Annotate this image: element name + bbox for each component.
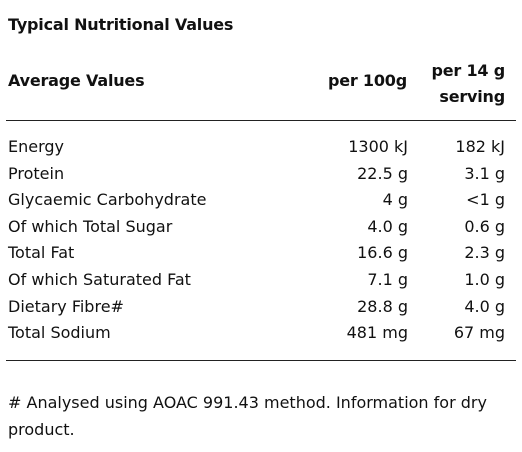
row-value-per-serving: 182 kJ [455,137,505,156]
header-per-serving: per 14 g serving [431,61,506,106]
row-label: Glycaemic Carbohydrate [8,190,207,210]
table-header: Average Values per 100g per 14 g serving [8,54,514,110]
row-value-per-100g: 4.0 g [367,216,408,236]
row-label: Energy [8,137,65,156]
row-value-per-100g: 22.5 g [357,163,408,183]
row-label: Of which Saturated Fat [8,269,191,289]
row-value-per-100g: 481 mg [346,323,408,343]
row-value-per-100g: 4 g [382,190,408,210]
table-row: Glycaemic Carbohydrate 4 g <1 g [8,187,514,214]
row-label: Total Fat [8,243,75,263]
nutrition-table: Energy 1300 kJ 182 kJ Protein 22.5 g 3.1… [8,134,514,347]
row-value-per-100g: 16.6 g [357,243,408,263]
row-value-per-serving: 0.6 g [464,216,505,236]
row-value-per-serving: 3.1 g [464,163,505,183]
row-value-per-100g: 7.1 g [367,269,408,289]
header-per-100g: per 100g [327,71,407,90]
footnote: # Analysed using AOAC 991.43 method. Inf… [8,393,487,439]
page-title: Typical Nutritional Values [8,15,234,34]
table-row: Of which Saturated Fat 7.1 g 1.0 g [8,267,514,294]
row-label: Protein [8,163,65,183]
table-row: Protein 22.5 g 3.1 g [8,161,514,188]
table-row: Of which Total Sugar 4.0 g 0.6 g [8,214,514,241]
row-value-per-100g: 1300 kJ [348,137,408,156]
table-bottom-divider [6,360,516,361]
row-label: Of which Total Sugar [8,216,173,236]
row-value-per-serving: 67 mg [453,323,505,343]
table-row: Total Fat 16.6 g 2.3 g [8,240,514,267]
row-label: Dietary Fibre# [8,296,124,316]
row-value-per-serving: 4.0 g [464,296,505,316]
row-value-per-serving: 1.0 g [464,269,505,289]
header-divider [6,120,516,121]
row-value-per-serving: <1 g [466,190,505,210]
table-row: Dietary Fibre# 28.8 g 4.0 g [8,294,514,321]
row-value-per-100g: 28.8 g [357,296,408,316]
row-value-per-serving: 2.3 g [464,243,505,263]
table-row: Total Sodium 481 mg 67 mg [8,320,514,347]
row-label: Total Sodium [8,323,111,343]
table-row: Energy 1300 kJ 182 kJ [8,134,514,161]
header-average-values: Average Values [8,71,145,90]
